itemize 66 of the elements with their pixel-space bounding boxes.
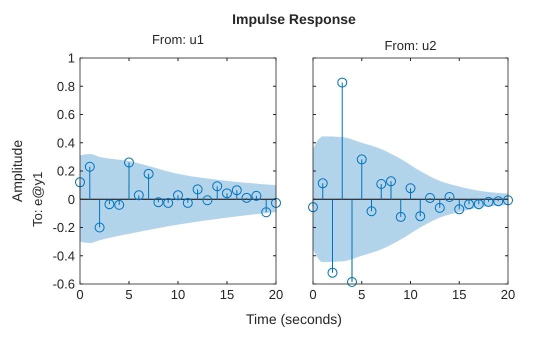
point [114,200,124,210]
point [222,188,232,198]
chart-title: Impulse Response [232,11,356,27]
point [124,158,134,168]
point [202,195,212,206]
x-tick-label: 10 [403,287,418,302]
y-axis-title: Amplitude [9,140,25,202]
point [173,190,183,200]
point [212,181,222,192]
chart-subtitle: From: u1 [152,32,204,47]
point [271,198,281,208]
point [192,184,203,194]
point [94,222,105,232]
point [425,192,435,203]
point [484,196,494,207]
y-tick-label: 0.6 [56,107,75,122]
point [144,168,154,179]
point [134,190,144,200]
point [337,78,348,88]
point [261,207,272,218]
point [493,196,504,206]
text: To: e@y1 [30,172,45,227]
y-tick-label: -0.4 [52,248,75,264]
point [242,192,252,203]
y-tick-label: 0.4 [56,135,75,150]
point [444,192,454,202]
point [376,178,386,189]
y-tick-label: 0.2 [56,164,75,178]
x-tick-label: 20 [268,287,284,302]
x-axis-title: Time (seconds) [246,311,342,327]
point [454,204,464,214]
x-tick-label: 0 [309,287,317,302]
point [474,199,484,210]
point [75,177,85,188]
point [434,202,445,213]
x-tick-label: 15 [220,287,234,302]
point [308,202,318,212]
point [104,199,114,210]
y-tick-label: 0 [68,192,75,207]
y-tick-label: -0.6 [52,276,75,292]
y-tick-label: 1 [68,50,75,66]
point [464,199,474,210]
point [153,197,164,208]
point [318,178,328,188]
x-tick-label: 5 [358,287,366,302]
point [182,198,193,208]
point [366,206,376,216]
point [163,198,174,208]
point [415,211,426,222]
point [328,268,338,278]
point [347,277,357,288]
y-tick-label: -0.2 [52,220,75,235]
y-tick-label: 0.8 [56,78,75,94]
point [251,190,262,201]
point [503,195,513,206]
point [232,185,242,196]
x-tick-label: 20 [500,287,516,302]
x-tick-label: 10 [170,287,186,302]
chart-subtitle: From: u2 [384,38,437,53]
point [406,183,416,194]
x-tick-label: 5 [125,287,133,302]
x-tick-label: 15 [452,287,466,302]
point [84,162,95,172]
point [386,176,396,186]
point [356,154,367,164]
point [396,212,406,222]
